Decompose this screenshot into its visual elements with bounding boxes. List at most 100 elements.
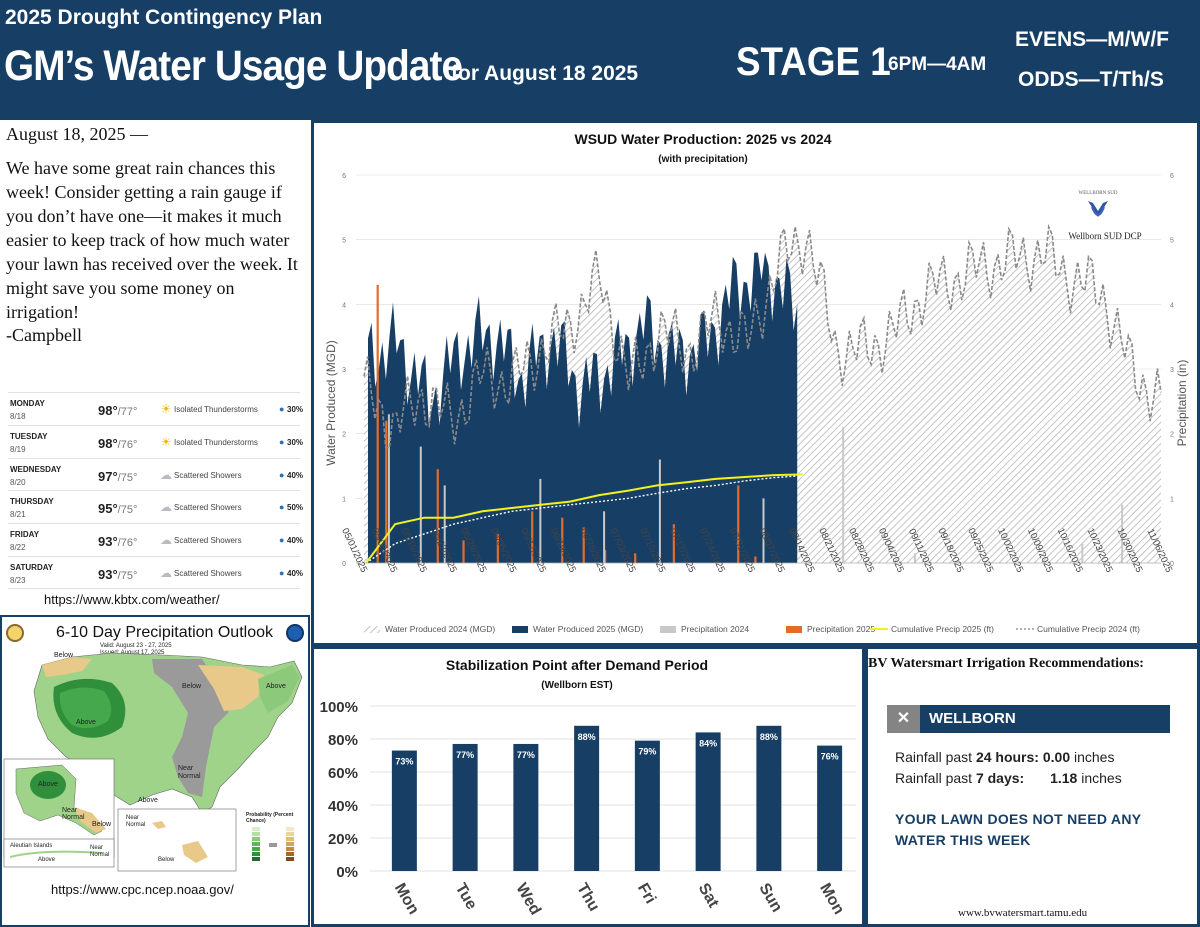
stab-bar xyxy=(452,743,478,871)
legend-label: Precipitation 2025 xyxy=(807,624,875,634)
outlook-issued: Issued: August 17, 2025 xyxy=(100,650,165,656)
forecast-day: TUESDAY xyxy=(10,431,48,441)
raindrop-icon: ● xyxy=(279,436,285,447)
forecast-precip: 40% xyxy=(287,536,304,546)
y-tick-label: 4 xyxy=(342,302,346,309)
forecast-temp: 93°/75° xyxy=(98,567,137,582)
forecast-precip: 50% xyxy=(287,503,304,513)
precip-2025-bar xyxy=(496,533,499,563)
stab-bar xyxy=(634,740,660,871)
stab-category-label: Sat xyxy=(695,881,723,912)
forecast-row: WEDNESDAY 8/20 97°/75° ☁ Scattered Showers ● 4… xyxy=(8,457,304,491)
forecast-row: FRIDAY 8/22 93°/76° ☁ Scattered Showers ● 40% xyxy=(8,523,304,556)
precip-2024-bar xyxy=(658,459,661,563)
alaska-below xyxy=(74,807,106,833)
rain-cloud-icon: ☁ xyxy=(160,565,172,580)
stab-value-label: 76% xyxy=(821,752,839,762)
forecast-high: 95° xyxy=(98,501,118,517)
y2-tick-label: 3 xyxy=(1170,367,1174,374)
forecast-day: THURSDAY xyxy=(10,497,54,507)
forecast-temp: 98°/76° xyxy=(98,436,137,451)
stab-category-label: Wed xyxy=(512,881,543,918)
precip-2024-bar xyxy=(539,478,542,563)
alaska-above-strong xyxy=(30,771,66,799)
label-near-aleutian: Near Normal xyxy=(90,845,110,858)
hawaii-inset xyxy=(117,808,237,872)
sun-storm-icon: ☀ xyxy=(160,434,172,449)
map-near-normal xyxy=(152,659,232,797)
forecast-high: 98° xyxy=(98,435,118,451)
outlook-title: 6-10 Day Precipitation Outlook xyxy=(56,624,273,641)
stab-title: Stabilization Point after Demand Period xyxy=(446,657,708,673)
close-icon[interactable]: ✕ xyxy=(887,705,920,733)
rain-cloud-icon: ☁ xyxy=(160,500,172,515)
forecast-high: 93° xyxy=(98,566,118,582)
page-title: GM’s Water Usage Update xyxy=(4,42,463,90)
watersmart-url[interactable]: www.bvwatersmart.tamu.edu xyxy=(958,907,1088,919)
precip-2025-bar xyxy=(672,524,675,563)
forecast-low: /75° xyxy=(117,504,138,517)
cumulative-2024-line xyxy=(365,475,804,564)
watering-hours: 6PM—4AM xyxy=(888,54,987,75)
precip-outlook-panel: 6-10 Day Precipitation Outlook Valid: Au… xyxy=(0,615,310,927)
precip-2024-bar xyxy=(913,553,916,563)
map-below-east xyxy=(198,665,264,711)
legend-swatch xyxy=(512,626,528,633)
y2-tick-label: 2 xyxy=(1170,432,1174,439)
watersmart-title: BV Watersmart Irrigation Recommendations… xyxy=(868,656,1144,671)
raindrop-icon: ● xyxy=(279,469,285,480)
note-date: August 18, 2025 — xyxy=(6,124,149,144)
rain-cloud-icon: ☁ xyxy=(160,467,172,482)
stabilization-chart-panel: Stabilization Point after Demand Period … xyxy=(311,646,865,927)
rain-24h-value: 0.00 xyxy=(1042,749,1071,765)
raindrop-icon: ● xyxy=(279,567,285,578)
watering-message: YOUR LAWN DOES NOT NEED ANY WATER THIS W… xyxy=(895,811,1142,848)
precip-2025-bar xyxy=(561,517,564,563)
rain-24h-unit: inches xyxy=(1074,749,1115,765)
y-tick-label: 1 xyxy=(342,496,346,503)
label-aleutian: Aleutian Islands xyxy=(10,843,53,849)
forecast-condition: Scattered Showers xyxy=(174,503,242,513)
label-above-south: Above xyxy=(138,797,158,804)
production-2024-line xyxy=(363,223,1162,450)
stab-bar xyxy=(817,745,843,871)
stab-category-label: Tue xyxy=(452,881,480,913)
legend-label: Water Produced 2024 (MGD) xyxy=(385,624,495,634)
forecast-condition: Scattered Showers xyxy=(174,536,242,546)
stab-category-label: Mon xyxy=(816,881,847,918)
label-above-west: Above xyxy=(76,719,96,726)
y2-tick-label: 1 xyxy=(1170,496,1174,503)
forecast-precip: 30% xyxy=(287,437,304,447)
stab-plot: 0% 20% 40% 60% 80% 100% 73% Mon 77% Tue 77% Wed 88% T… xyxy=(320,699,856,918)
production-2025-area xyxy=(368,252,798,563)
forecast-condition: Isolated Thunderstorms xyxy=(174,437,258,447)
production-2025-fill xyxy=(368,252,798,563)
stab-value-label: 73% xyxy=(395,757,413,767)
y2-tick-label: 5 xyxy=(1170,238,1174,245)
y-axis-label: Water Produced (MGD) xyxy=(324,340,338,466)
rain-7d-value: 1.18 xyxy=(1050,770,1078,786)
precipitation-bars xyxy=(376,284,1124,563)
stab-value-label: 79% xyxy=(638,747,656,757)
precip-2025-bar xyxy=(754,556,757,563)
map-above-core xyxy=(59,687,112,729)
update-date: for August 18 2025 xyxy=(451,62,639,85)
forecast-precip: 40% xyxy=(287,470,304,480)
map-below-nw xyxy=(42,657,92,677)
stab-bar xyxy=(756,725,782,871)
label-below-east: Below xyxy=(182,683,202,690)
precip-2024-bar xyxy=(603,511,606,563)
forecast-low: /75° xyxy=(117,471,138,484)
precip-2025-bar xyxy=(436,469,439,563)
forecast-low: /75° xyxy=(117,569,138,582)
outlook-url[interactable]: https://www.cpc.ncep.noaa.gov/ xyxy=(51,882,234,897)
forecast-date: 8/21 xyxy=(10,510,26,520)
stab-category-label: Mon xyxy=(391,881,422,918)
weather-url[interactable]: https://www.kbtx.com/weather/ xyxy=(44,592,220,607)
stab-value-label: 88% xyxy=(578,732,596,742)
precip-2025-bar xyxy=(737,485,740,563)
stab-y-tick: 60% xyxy=(328,765,358,782)
stab-y-tick: 20% xyxy=(328,831,358,848)
watersmart-panel: BV Watersmart Irrigation Recommendations… xyxy=(865,646,1200,927)
label-above-ne: Above xyxy=(266,683,286,690)
